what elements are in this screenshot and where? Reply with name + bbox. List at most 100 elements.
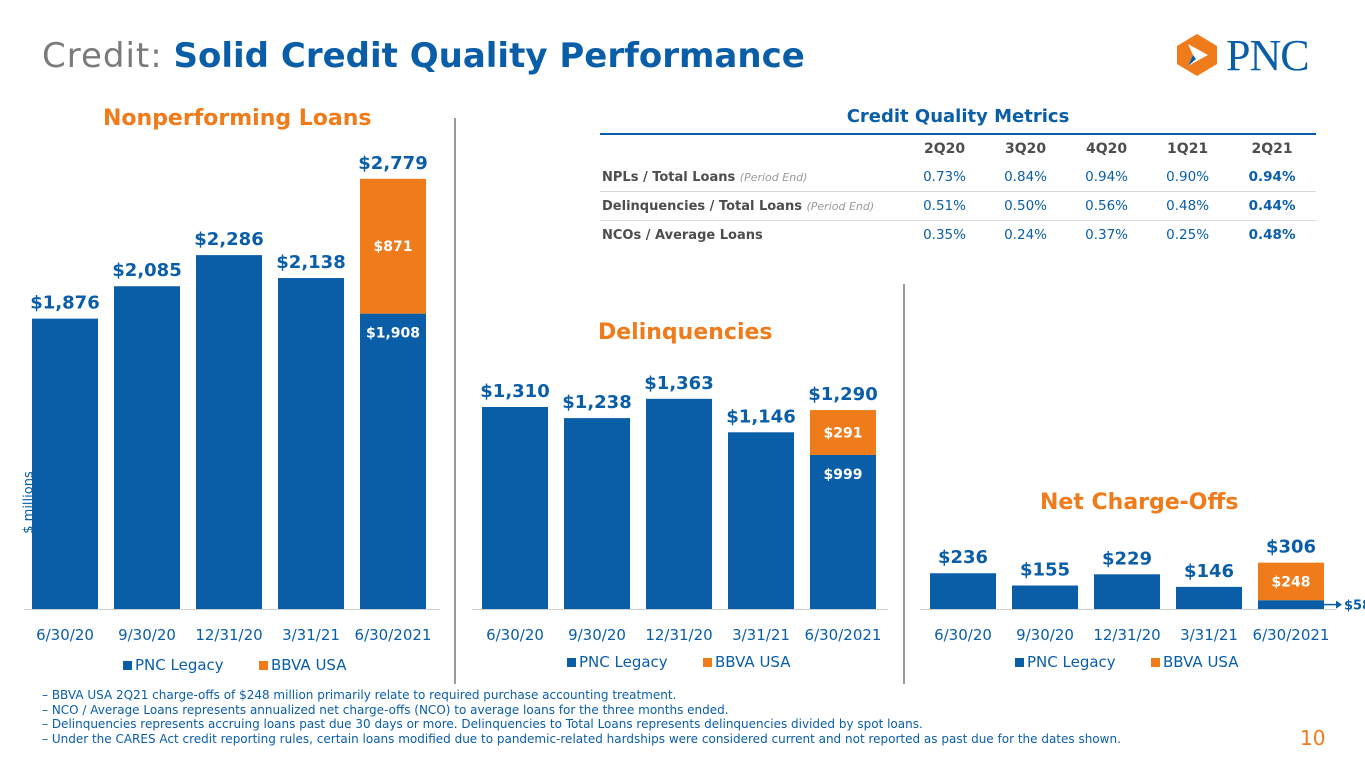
metrics-table: 2Q20 3Q20 4Q20 1Q21 2Q21 NPLs / Total Lo… [600, 135, 1316, 249]
metric-value: 0.50% [985, 191, 1067, 221]
metric-label-text: NPLs / Total Loans [602, 169, 736, 185]
metric-label-text: NCOs / Average Loans [602, 227, 763, 243]
bar-total-label: $1,238 [562, 392, 631, 413]
bar-total-label: $306 [1266, 537, 1316, 558]
metric-value: 0.25% [1166, 227, 1210, 243]
bar-total-label: $1,876 [30, 293, 99, 314]
metrics-header: 4Q20 [1086, 141, 1128, 157]
metric-value: 0.37% [1085, 227, 1129, 243]
metric-note: (Period End) [739, 170, 808, 184]
segment-label-bbva-usa: $871 [374, 239, 413, 255]
bar-total-label: $2,286 [194, 229, 263, 250]
bar-pnc-legacy [1176, 586, 1242, 609]
delinquencies-chart-title: Delinquencies [598, 320, 773, 345]
bar-pnc-legacy [482, 406, 548, 609]
metrics-header: 2Q20 [923, 141, 966, 157]
legend-swatch-bbva-usa [1151, 658, 1160, 667]
legend-label-bbva-usa: BBVA USA [1163, 653, 1239, 671]
bar-pnc-legacy [32, 318, 98, 609]
x-tick-label: 9/30/20 [118, 626, 176, 644]
footnote: – BBVA USA 2Q21 charge-offs of $248 mill… [42, 688, 677, 702]
metrics-row-delinquencies: Delinquencies / Total Loans (Period End)… [600, 191, 1316, 221]
metric-value: 0.94% [1066, 163, 1148, 192]
bar-pnc-legacy [564, 418, 630, 609]
metrics-header-blank [600, 135, 904, 163]
segment-pointer-arrow-icon [1336, 600, 1342, 609]
x-tick-label: 6/30/2021 [1253, 626, 1330, 644]
x-tick-label: 6/30/2021 [355, 626, 432, 644]
legend-label-pnc-legacy: PNC Legacy [135, 656, 224, 674]
metric-value-latest: 0.44% [1228, 191, 1316, 221]
x-tick-label: 3/31/21 [282, 626, 340, 644]
page-title: Credit: Solid Credit Quality Performance [42, 36, 805, 76]
metric-value: 0.73% [904, 163, 986, 192]
x-tick-label: 12/31/20 [645, 626, 712, 644]
bar-total-label: $1,146 [726, 406, 795, 427]
bar-bbva-usa [360, 178, 426, 314]
bar-pnc-legacy [360, 313, 426, 609]
metrics-header-row: 2Q20 3Q20 4Q20 1Q21 2Q21 [600, 135, 1316, 163]
bar-pnc-legacy [196, 255, 262, 609]
x-tick-label: 12/31/20 [1093, 626, 1160, 644]
credit-quality-metrics: Credit Quality Metrics 2Q20 3Q20 4Q20 1Q… [600, 106, 1316, 249]
metric-label-text: Delinquencies / Total Loans [602, 198, 802, 214]
metrics-row-npls: NPLs / Total Loans (Period End) 0.73% 0.… [600, 163, 1316, 192]
x-tick-label: 9/30/20 [568, 626, 626, 644]
page-number: 10 [1300, 726, 1326, 750]
metrics-title: Credit Quality Metrics [600, 106, 1316, 135]
bar-pnc-legacy [728, 432, 794, 609]
x-tick-label: 3/31/21 [1180, 626, 1238, 644]
pnc-arrow-icon [1177, 34, 1217, 76]
metric-value: 0.90% [1147, 163, 1229, 192]
x-tick-label: 12/31/20 [195, 626, 262, 644]
bar-pnc-legacy [1012, 585, 1078, 609]
metric-note: (Period End) [806, 199, 875, 213]
metric-value: 0.35% [923, 227, 966, 243]
metric-value: 0.56% [1066, 191, 1148, 221]
bar-pnc-legacy [1094, 574, 1160, 609]
metrics-header: 1Q21 [1167, 141, 1209, 157]
legend-label-bbva-usa: BBVA USA [271, 656, 347, 674]
bar-bbva-usa [810, 410, 876, 455]
bar-total-label: $2,779 [358, 153, 427, 174]
x-tick-label: 6/30/20 [934, 626, 992, 644]
metrics-header: 3Q20 [1004, 141, 1047, 157]
nco-chart-title: Net Charge-Offs [1040, 490, 1239, 515]
x-tick-label: 6/30/20 [36, 626, 94, 644]
footnote: – Delinquencies represents accruing loan… [42, 717, 923, 731]
footnote: – NCO / Average Loans represents annuali… [42, 702, 729, 717]
bar-total-label: $1,310 [480, 381, 549, 402]
logo-wordmark: PNC [1226, 31, 1310, 80]
legend-swatch-bbva-usa [703, 658, 712, 667]
pnc-logo: PNC [1174, 31, 1334, 80]
legend-label-bbva-usa: BBVA USA [715, 653, 791, 671]
segment-label-bbva-usa: $291 [824, 426, 863, 442]
bar-pnc-legacy [810, 454, 876, 609]
bar-total-label: $2,085 [112, 260, 181, 281]
title-main: Solid Credit Quality Performance [173, 36, 805, 76]
x-tick-label: 3/31/21 [732, 626, 790, 644]
legend-swatch-pnc-legacy [1015, 658, 1024, 667]
footnote: – Under the CARES Act credit reporting r… [42, 731, 1121, 746]
metric-label: NCOs / Average Loans [600, 221, 904, 250]
metric-value: 0.24% [1004, 227, 1047, 243]
bar-total-label: $236 [938, 547, 988, 568]
divider-right [903, 284, 905, 684]
legend-swatch-bbva-usa [259, 661, 268, 670]
bar-total-label: $146 [1184, 561, 1234, 582]
segment-label-bbva-usa: $248 [1272, 574, 1311, 590]
legend-label-pnc-legacy: PNC Legacy [1027, 653, 1116, 671]
footnotes: – BBVA USA 2Q21 charge-offs of $248 mill… [42, 688, 1121, 746]
metrics-header: 2Q21 [1251, 141, 1293, 157]
metric-value-latest: 0.48% [1248, 227, 1296, 243]
segment-label-pnc-legacy: $58 [1344, 599, 1365, 614]
metric-value: 0.84% [985, 163, 1067, 192]
x-tick-label: 9/30/20 [1016, 626, 1074, 644]
segment-label-pnc-legacy: $1,908 [366, 326, 420, 342]
metric-value-latest: 0.94% [1228, 163, 1316, 192]
bar-pnc-legacy [1258, 600, 1324, 609]
title-prefix: Credit: [42, 36, 163, 76]
bar-total-label: $229 [1102, 548, 1152, 569]
metric-value: 0.51% [904, 191, 986, 221]
divider-left [454, 118, 456, 684]
